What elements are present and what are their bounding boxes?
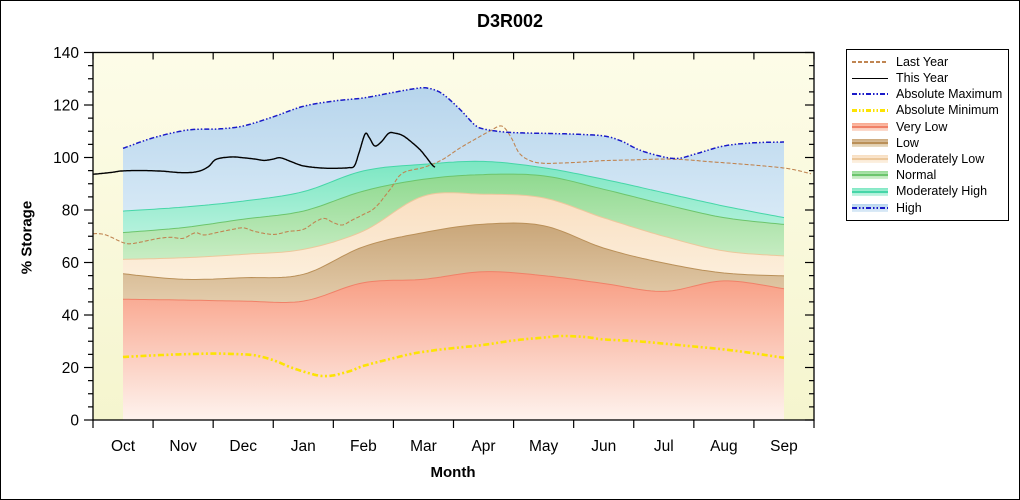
legend-item: Normal: [852, 168, 1003, 183]
band-edge-line: [122, 222, 785, 280]
legend-band-swatch: [852, 139, 888, 148]
x-month-label: Apr: [471, 438, 495, 455]
x-month-label: Dec: [229, 438, 257, 455]
y-tick-label: 60: [62, 255, 80, 272]
legend-item-label: This Year: [896, 71, 949, 86]
legend-band-swatch: [852, 171, 888, 180]
x-axis-title: Month: [430, 464, 476, 481]
legend-item-label: Absolute Maximum: [896, 87, 1003, 102]
band-edge-line: [122, 173, 785, 234]
y-tick-label: 40: [62, 308, 80, 325]
legend-item-label: Very Low: [896, 119, 948, 134]
legend-item: Low: [852, 136, 1003, 151]
band-edge-line: [123, 271, 785, 303]
legend-line-swatch: [852, 93, 888, 96]
legend-item: This Year: [852, 71, 1003, 86]
x-month-label: Nov: [169, 438, 197, 455]
x-month-label: Jul: [654, 438, 674, 455]
legend-item-label: Normal: [896, 168, 937, 183]
band-normal: [123, 174, 784, 260]
series-line-abs_min: [122, 334, 785, 378]
x-month-label: Jun: [591, 438, 616, 455]
y-tick-label: 80: [62, 203, 80, 220]
legend-line-swatch: [852, 77, 888, 80]
y-tick-label: 100: [53, 150, 79, 167]
y-tick-label: 140: [53, 45, 79, 62]
legend-item: Absolute Maximum: [852, 87, 1003, 102]
legend-item-label: Absolute Minimum: [896, 103, 999, 118]
y-tick-label: 0: [70, 413, 79, 430]
legend-item: Moderately High: [852, 184, 1003, 199]
legend-band-swatch: [852, 187, 888, 196]
chart-title: D3R002: [476, 11, 544, 31]
legend-item-label: High: [896, 200, 922, 215]
series-line-abs_max: [122, 86, 784, 160]
legend-line-swatch: [852, 61, 888, 63]
x-month-label: May: [529, 438, 559, 455]
legend-line-swatch: [852, 109, 888, 113]
legend-item: High: [852, 200, 1003, 215]
legend-item: Very Low: [852, 119, 1003, 134]
legend-item: Last Year: [852, 55, 1003, 70]
x-month-label: Feb: [350, 438, 377, 455]
band-edge-line: [122, 160, 785, 219]
legend-band-swatch: [852, 203, 888, 212]
legend-item-label: Moderately High: [896, 184, 988, 199]
band-very_low: [123, 271, 784, 420]
y-tick-label: 20: [62, 360, 80, 377]
series-line-last_year: [92, 125, 812, 245]
y-tick-label: 120: [53, 98, 79, 115]
legend-item: Absolute Minimum: [852, 103, 1003, 118]
legend-item-label: Moderately Low: [896, 151, 985, 166]
band-mod_high: [123, 161, 784, 233]
legend-band-swatch: [852, 155, 888, 164]
legend-band-swatch: [852, 122, 888, 131]
legend-item-label: Low: [896, 135, 919, 150]
x-month-label: Jan: [291, 438, 316, 455]
x-month-label: Aug: [710, 438, 738, 455]
legend: Last Year This Year Absolute Maximum Absolu…: [846, 49, 1009, 221]
band-low: [123, 223, 784, 303]
x-month-label: Oct: [111, 438, 136, 455]
band-mod_low: [123, 192, 784, 280]
legend-item-label: Last Year: [896, 54, 949, 69]
legend-item: Moderately Low: [852, 152, 1003, 167]
band-edge-line: [122, 192, 785, 260]
series-line-this_year: [92, 131, 436, 175]
x-month-label: Mar: [410, 438, 437, 455]
x-month-label: Sep: [770, 438, 798, 455]
